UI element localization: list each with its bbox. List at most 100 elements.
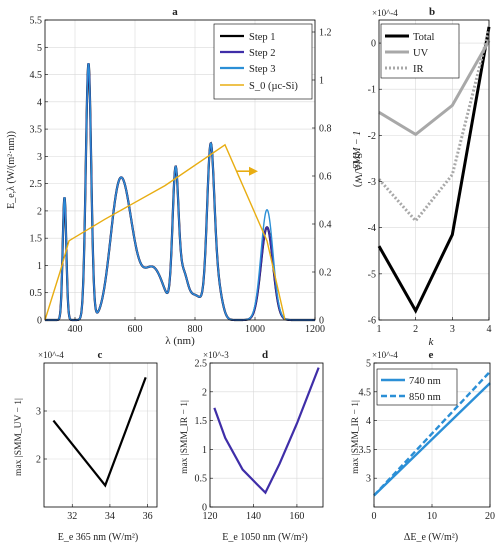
a-ytick-right-label-6: 1.2 <box>319 28 332 39</box>
d-ytick-label-0: 0 <box>202 503 207 514</box>
panel-b-ylabel: SMM − 1 <box>352 131 363 169</box>
panel-b: b ×10^-4 k SMM − 1 1 2 3 4 -6 -5 -4 -3 -2 -1 0 Tot… <box>352 6 492 348</box>
a-ytick-label-4: 2 <box>37 206 42 217</box>
a-ytick-right-label-3: 0.6 <box>319 172 332 183</box>
panel-a-legend: Step 1 Step 2 Step 3 S_0 (µc-Si) <box>213 23 313 100</box>
panel-d-ticks: 120 140 160 0 0.5 1 1.5 2 2.5 <box>195 359 305 523</box>
panel-d-xlabel: E_e 1050 nm (W/m²) <box>222 532 307 543</box>
panel-c-grid <box>44 363 157 507</box>
panel-e-ylabel: max |SMM_IR − 1| <box>351 400 361 474</box>
series-ir <box>377 28 491 224</box>
legend-850-label: 850 nm <box>409 392 441 403</box>
legend-s0-label: S_0 (µc-Si) <box>249 81 298 92</box>
panel-c-exponent: ×10^-4 <box>38 350 64 360</box>
series-740nm <box>373 382 491 497</box>
series-s0 <box>44 143 286 321</box>
legend-step3-label: Step 3 <box>249 64 276 75</box>
panel-e-series <box>373 370 491 497</box>
panel-c-frame <box>43 362 158 508</box>
panel-b-series <box>377 26 491 315</box>
d-xtick-label-0: 120 <box>203 511 218 522</box>
panel-b-legend: Total UV IR <box>380 23 460 79</box>
panel-b-ticks: 1 2 3 4 -6 -5 -4 -3 -2 -1 0 <box>368 39 492 335</box>
panel-e-legend: 740 nm 850 nm <box>376 368 458 406</box>
e-ytick-label-4: 5 <box>366 359 371 370</box>
e-xtick-label-2: 20 <box>485 511 495 522</box>
b-ytick-label-3: -3 <box>368 177 376 188</box>
panel-a-ylabel-left: E_e,λ (W/(m²·nm)) <box>6 131 17 209</box>
b-xtick-label-0: 1 <box>377 324 382 335</box>
panel-a-xlabel: λ (nm) <box>165 335 195 347</box>
b-xtick-label-2: 3 <box>450 324 455 335</box>
panel-d-title: d <box>262 349 268 361</box>
e-ytick-label-1: 3.5 <box>359 445 372 456</box>
legend-total-label: Total <box>413 32 435 43</box>
e-xtick-label-0: 0 <box>372 511 377 522</box>
panel-a-frame <box>44 19 316 321</box>
panel-b-xlabel: k <box>429 336 435 348</box>
a-ytick-label-9: 4.5 <box>30 70 43 81</box>
b-ytick-label-5: -1 <box>368 85 376 96</box>
panel-a-ylabel-right: S (A/W) <box>352 153 363 187</box>
d-ytick-label-5: 2.5 <box>195 359 208 370</box>
panel-a-series <box>44 63 315 322</box>
b-ytick-label-2: -4 <box>368 223 376 234</box>
a-xtick-label-4: 1200 <box>305 324 325 335</box>
d-ytick-label-2: 1 <box>202 445 207 456</box>
panel-d-exponent: ×10^-3 <box>203 350 229 360</box>
d-ytick-label-3: 1.5 <box>195 416 208 427</box>
panel-c-series <box>52 377 147 488</box>
panel-e-title: e <box>429 349 434 361</box>
panel-c-ylabel: max |SMM_UV − 1| <box>14 398 24 476</box>
panel-e: e ×10^-4 ΔE_e (W/m²) max |SMM_IR − 1| 0 1… <box>351 349 495 543</box>
panel-e-xlabel: ΔE_e (W/m²) <box>404 532 458 543</box>
panel-d: d ×10^-3 E_e 1050 nm (W/m²) max |SMM_IR … <box>180 349 324 543</box>
panel-c-xlabel: E_e 365 nm (W/m²) <box>58 532 138 543</box>
legend-step1-label: Step 1 <box>249 32 276 43</box>
e-ytick-label-3: 4.5 <box>359 387 372 398</box>
a-ytick-right-label-5: 1 <box>319 76 324 87</box>
a-ytick-right-label-4: 0.8 <box>319 124 332 135</box>
d-xtick-label-1: 140 <box>246 511 261 522</box>
a-ytick-label-10: 5 <box>37 43 42 54</box>
series-uv <box>378 40 491 137</box>
a-ytick-label-8: 4 <box>37 97 42 108</box>
c-ytick-label-1: 3 <box>36 407 41 418</box>
b-xtick-label-1: 2 <box>413 324 418 335</box>
panel-a-ticks: 400 600 800 1000 120000.511.522.533.544.555.… <box>30 16 332 336</box>
b-ytick-label-1: -5 <box>368 269 376 280</box>
a-xtick-label-0: 400 <box>68 324 83 335</box>
panel-d-series <box>213 367 320 495</box>
e-ytick-label-2: 4 <box>366 416 371 427</box>
a-ytick-right-label-2: 0.4 <box>319 220 332 231</box>
a-ytick-right-label-0: 0 <box>319 316 324 327</box>
b-xtick-label-3: 4 <box>487 324 492 335</box>
legend-uv-label: UV <box>413 48 429 59</box>
panel-a-title: a <box>172 6 178 18</box>
d-ytick-label-4: 2 <box>202 387 207 398</box>
b-ytick-label-6: 0 <box>371 39 376 50</box>
panel-d-frame <box>209 362 324 508</box>
panel-b-title: b <box>429 6 435 18</box>
panel-b-exponent: ×10^-4 <box>372 8 398 18</box>
a-xtick-label-2: 800 <box>188 324 203 335</box>
series-d <box>213 367 320 495</box>
a-ytick-right-label-1: 0.2 <box>319 268 332 279</box>
d-ytick-label-1: 0.5 <box>195 474 208 485</box>
panel-c-ticks: 32 34 36 2 3 <box>36 407 153 523</box>
legend-740-label: 740 nm <box>409 376 441 387</box>
a-ytick-label-2: 1 <box>37 261 42 272</box>
series-c <box>52 377 147 488</box>
d-xtick-label-2: 160 <box>289 511 304 522</box>
panel-a: a λ (nm) E_e,λ (W/(m²·nm)) S (A/W) 400 60… <box>6 6 363 347</box>
legend-ir-label: IR <box>413 64 424 75</box>
panel-c-title: c <box>98 349 103 361</box>
series-step3 <box>45 63 315 321</box>
a-ytick-label-1: 0.5 <box>30 288 43 299</box>
a-ytick-label-3: 1.5 <box>30 234 43 245</box>
panel-e-exponent: ×10^-4 <box>372 350 398 360</box>
b-ytick-label-4: -2 <box>368 131 376 142</box>
a-ytick-label-7: 3.5 <box>30 125 43 136</box>
a-ytick-label-11: 5.5 <box>30 16 43 27</box>
